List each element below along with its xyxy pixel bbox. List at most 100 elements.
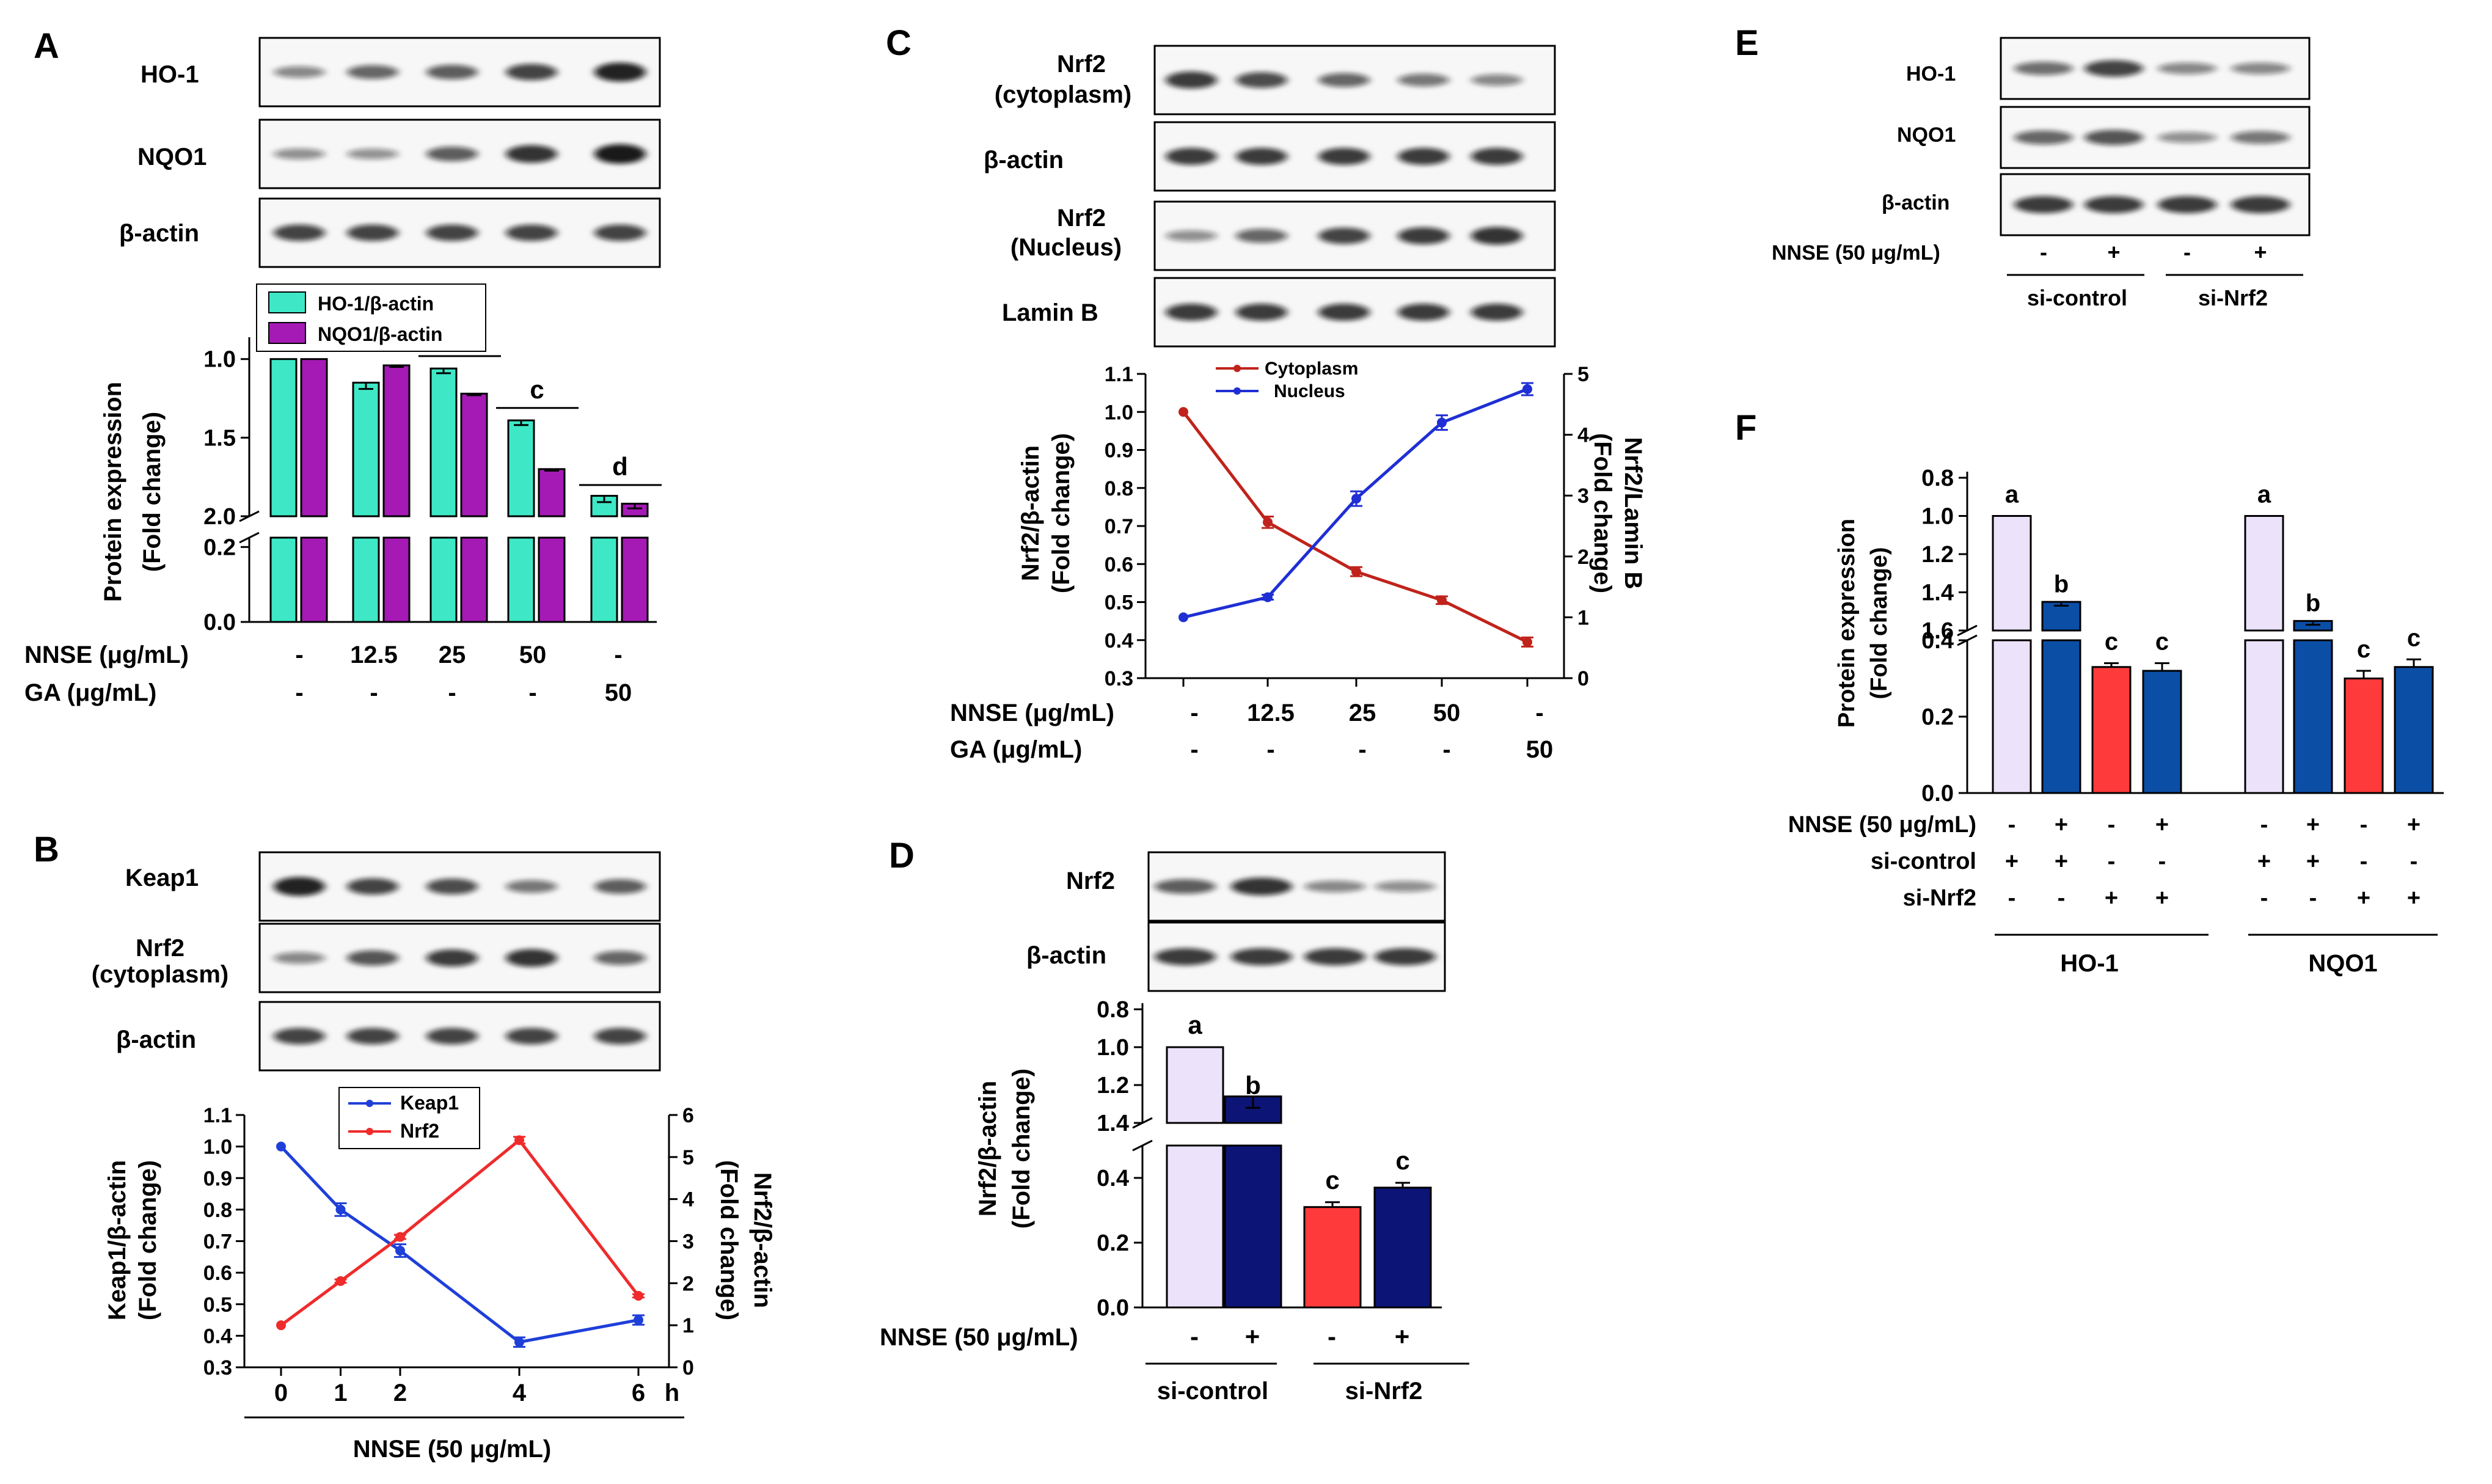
y-tick-label-right: 5 xyxy=(682,1146,694,1169)
y-axis-label-left: (Fold change) xyxy=(134,1160,161,1320)
bar xyxy=(382,536,411,623)
bar xyxy=(269,536,298,623)
y-tick-label: 0.2 xyxy=(1097,1230,1129,1256)
treatment-value: - xyxy=(1190,736,1198,763)
group-label: si-Nrf2 xyxy=(2198,285,2268,310)
bar xyxy=(352,381,380,517)
y-tick-label-right: 5 xyxy=(1577,363,1589,386)
bar xyxy=(1992,639,2032,794)
blot-band xyxy=(594,224,646,241)
bar xyxy=(507,419,535,517)
group-label: si-control xyxy=(1157,1378,1268,1405)
data-point-cytoplasm xyxy=(1522,637,1532,647)
blot-band xyxy=(1304,948,1365,965)
data-point-cytoplasm xyxy=(1437,595,1447,605)
blot-band xyxy=(347,1028,398,1045)
bar xyxy=(1224,1144,1282,1309)
blot-band xyxy=(506,1028,557,1045)
treatment-value: + xyxy=(2257,849,2271,874)
blot-band xyxy=(426,224,478,241)
bar xyxy=(1166,1046,1224,1124)
y-tick-label: 1.6 xyxy=(1921,618,1954,644)
blot-band xyxy=(426,949,478,967)
blot-band xyxy=(347,878,398,895)
y-tick-label-left: 0.6 xyxy=(1105,553,1133,576)
bar xyxy=(538,468,566,517)
x-tick-label: 4 xyxy=(513,1380,527,1406)
legend-label: Nrf2 xyxy=(400,1120,439,1142)
bar xyxy=(460,536,488,623)
treatment-value: - xyxy=(2260,885,2268,911)
treatment-value: - xyxy=(295,641,303,668)
y-tick-label-right: 0 xyxy=(682,1356,694,1380)
y-tick-label-left: 0.6 xyxy=(203,1262,232,1285)
y-tick-label: 1.0 xyxy=(1921,504,1954,530)
y-tick-label-left: 0.7 xyxy=(1105,515,1133,538)
y-tick-label-left: 0.8 xyxy=(203,1199,232,1222)
blot-label: Nrf2 xyxy=(1057,51,1106,78)
treatment-value: + xyxy=(2055,849,2068,874)
treatment-value: - xyxy=(2410,849,2418,874)
treatment-value: - xyxy=(2108,812,2116,838)
blot-label: Nrf2 xyxy=(136,935,185,962)
data-point-nrf2 xyxy=(276,1320,286,1331)
y-tick-label-right: 0 xyxy=(1577,667,1589,690)
y-tick-label-left: 0.5 xyxy=(203,1293,232,1317)
panel-a-letter: A xyxy=(34,26,59,66)
blot-label: β-actin xyxy=(1026,942,1106,969)
y-axis-label: (Fold change) xyxy=(139,412,166,572)
treatment-label: si-control xyxy=(1871,849,1976,874)
blot-band xyxy=(2231,131,2290,144)
y-tick-label-right: 6 xyxy=(682,1104,694,1127)
significance-letter: c xyxy=(1325,1166,1339,1194)
group-label: HO-1 xyxy=(2060,950,2119,977)
y-tick-label: 0.0 xyxy=(203,610,236,635)
treatment-value: - xyxy=(1358,736,1366,763)
blot-band xyxy=(347,224,398,241)
bar xyxy=(2293,639,2333,794)
x-tick-label: 2 xyxy=(393,1380,407,1406)
blot-label: (Nucleus) xyxy=(1010,234,1122,261)
y-axis-label: Protein expression xyxy=(1834,519,1860,728)
y-tick-label: 0.0 xyxy=(1097,1295,1129,1321)
significance-letter: c xyxy=(2105,629,2118,656)
treatment-label: NNSE (μg/mL) xyxy=(24,641,189,668)
y-tick-label-left: 0.3 xyxy=(1105,667,1133,690)
bar xyxy=(507,536,535,623)
blot-label: Keap1 xyxy=(125,864,199,891)
blot-band xyxy=(506,224,557,241)
treatment-value: - xyxy=(2108,849,2116,874)
bar xyxy=(382,364,411,517)
significance-letter: b xyxy=(2054,571,2069,598)
blot-band xyxy=(1398,73,1449,87)
bar xyxy=(300,358,328,517)
legend-b: Keap1 Nrf2 xyxy=(338,1087,480,1149)
blot-band xyxy=(506,880,557,893)
treatment-value: 25 xyxy=(1349,700,1376,726)
panel-c: C Nrf2 (cytoplasm) β-actin Nrf2 (Nucleus… xyxy=(886,23,1646,763)
blot-label: Nrf2 xyxy=(1057,205,1106,232)
blot-band xyxy=(506,145,557,163)
y-tick-label: 0.8 xyxy=(1097,997,1129,1023)
panel-b-letter: B xyxy=(34,830,59,869)
blot-band xyxy=(274,877,325,896)
blot-band xyxy=(1318,227,1370,244)
y-tick-label-left: 0.7 xyxy=(203,1230,232,1254)
y-tick-label: 1.4 xyxy=(1097,1111,1129,1136)
treatment-value: 12.5 xyxy=(350,641,398,668)
significance-letter: c xyxy=(530,375,544,404)
data-point-cytoplasm xyxy=(1351,566,1361,577)
treatment-label: NNSE (μg/mL) xyxy=(950,700,1114,726)
y-tick-label-right: 4 xyxy=(1577,424,1589,447)
data-point-nucleus xyxy=(1351,494,1361,504)
blot-band xyxy=(426,879,478,894)
blot-label: (cytoplasm) xyxy=(92,961,229,988)
blot-band xyxy=(1375,948,1436,965)
treatment-value: - xyxy=(1442,736,1450,763)
treatment-value: - xyxy=(370,679,378,706)
y-axis-label: Protein expression xyxy=(100,382,126,602)
y-tick-label-left: 1.0 xyxy=(1105,401,1133,424)
y-tick-label-left: 0.9 xyxy=(1105,439,1133,462)
bar xyxy=(429,536,458,623)
data-point-keap1 xyxy=(335,1204,346,1215)
